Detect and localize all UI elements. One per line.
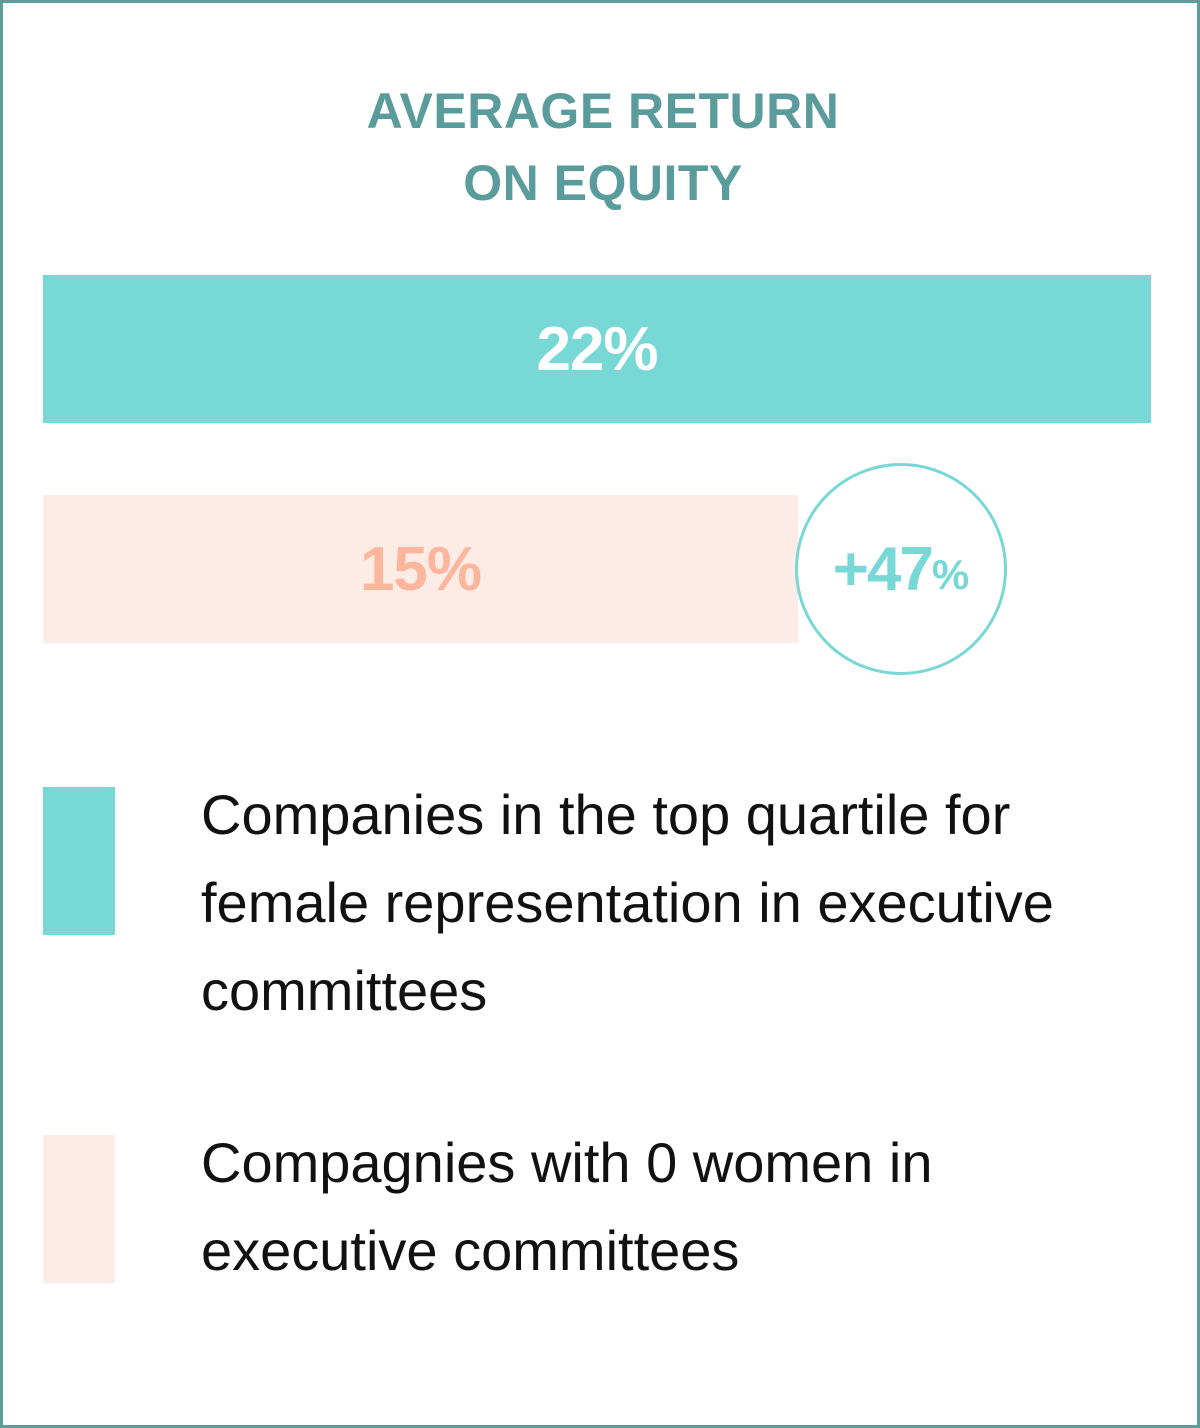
legend-item-top-quartile: Companies in the top quartile for female… (43, 783, 1163, 1047)
difference-badge-unit: % (931, 551, 970, 598)
legend-label-zero-women: Compagnies with 0 women in executive com… (201, 1131, 933, 1282)
bar-zero-women: 15% (43, 495, 798, 643)
legend-label-top-quartile: Companies in the top quartile for female… (201, 783, 1054, 1022)
bar-top-quartile: 22% (43, 275, 1151, 423)
chart-title-line-1: AVERAGE RETURN (366, 83, 840, 139)
bar-top-quartile-value-label: 22% (536, 314, 658, 384)
legend-swatch-zero-women (43, 1135, 115, 1283)
difference-badge: +47% (795, 463, 1007, 675)
bar-zero-women-value-label: 15% (359, 534, 482, 604)
chart-title: AVERAGE RETURN ON EQUITY (3, 75, 1200, 219)
legend-swatch-top-quartile (43, 787, 115, 935)
chart-title-line-2: ON EQUITY (463, 155, 743, 211)
legend-item-zero-women: Compagnies with 0 women in executive com… (43, 1131, 1163, 1315)
difference-badge-value: +47 (832, 534, 934, 604)
